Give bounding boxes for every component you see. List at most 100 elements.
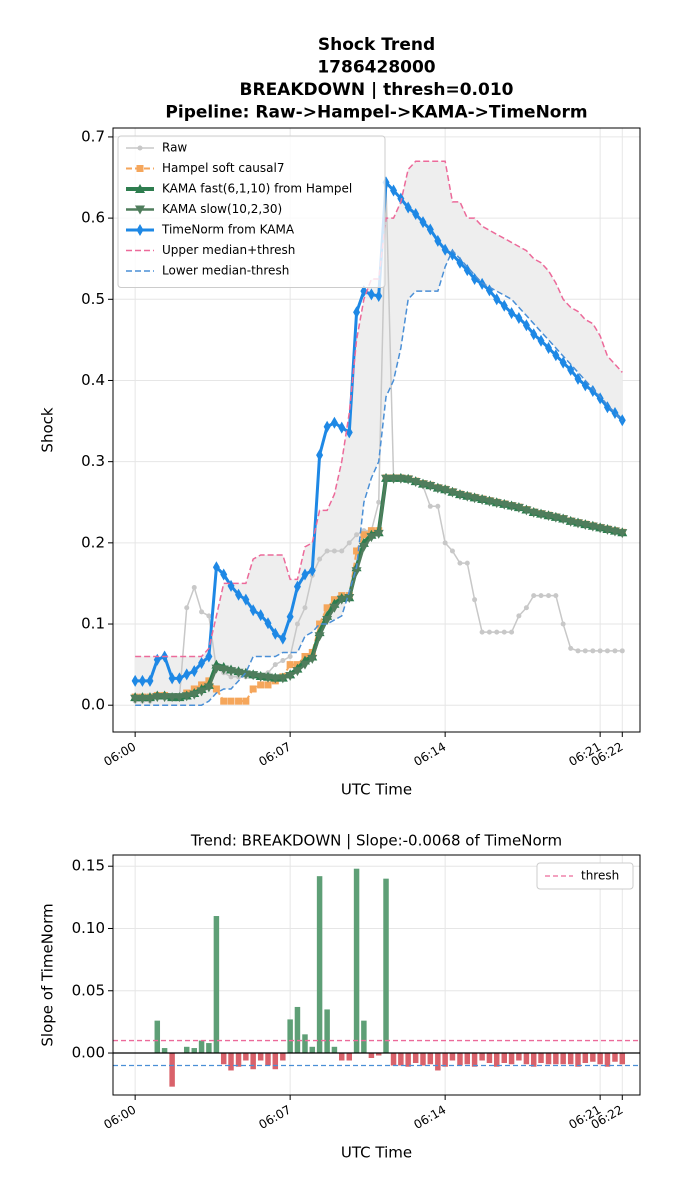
bar	[280, 1053, 286, 1061]
marker	[317, 556, 323, 562]
marker	[323, 604, 331, 612]
legend-marker	[136, 224, 144, 236]
marker	[316, 449, 324, 462]
marker	[277, 674, 288, 684]
bar	[235, 1053, 242, 1067]
marker	[263, 673, 273, 683]
chart-title: 1786428000	[317, 58, 435, 78]
legend-marker	[135, 184, 145, 193]
bar	[191, 1048, 198, 1054]
bar	[545, 1053, 552, 1065]
marker	[441, 243, 449, 256]
legend-label: Raw	[162, 141, 187, 155]
bar	[523, 1053, 530, 1065]
legend-label: thresh	[581, 869, 619, 883]
marker	[211, 664, 222, 674]
marker	[508, 307, 516, 320]
marker	[302, 605, 308, 611]
marker	[191, 584, 197, 590]
marker	[462, 492, 473, 502]
bar	[575, 1053, 581, 1067]
marker	[477, 495, 488, 505]
marker	[609, 527, 620, 537]
marker	[530, 328, 538, 341]
marker	[228, 674, 234, 680]
marker	[619, 648, 625, 654]
marker	[301, 568, 309, 581]
marker	[358, 542, 369, 552]
bar	[471, 1053, 478, 1067]
bar	[464, 1053, 471, 1065]
marker	[242, 697, 250, 705]
marker	[168, 672, 176, 685]
bar	[457, 1053, 463, 1066]
marker	[454, 490, 465, 500]
bar	[486, 1053, 493, 1063]
marker	[249, 604, 257, 617]
marker	[552, 349, 560, 362]
y-tick-label: 0.1	[81, 615, 105, 633]
bar	[294, 1006, 301, 1054]
marker	[218, 665, 229, 675]
bar	[508, 1053, 515, 1065]
legend-marker	[137, 145, 143, 151]
bar	[309, 1046, 316, 1054]
marker	[235, 588, 243, 601]
bar	[338, 1053, 345, 1061]
y-tick-label: 0.2	[81, 533, 105, 551]
marker	[286, 661, 294, 669]
bar	[479, 1053, 485, 1061]
bar	[183, 1046, 190, 1054]
legend-label: TimeNorm from KAMA	[161, 223, 295, 237]
bar	[220, 1053, 227, 1065]
marker	[597, 648, 603, 654]
marker	[198, 656, 206, 669]
marker	[484, 497, 495, 507]
y-tick-label: 0.4	[81, 371, 105, 389]
series	[135, 249, 623, 706]
marker	[137, 694, 148, 704]
marker	[491, 499, 502, 509]
bar	[243, 1053, 249, 1061]
bar	[493, 1053, 500, 1067]
marker	[425, 482, 436, 492]
x-axis-label: UTC Time	[341, 1144, 412, 1162]
marker	[516, 613, 522, 619]
marker	[360, 531, 368, 539]
marker	[183, 668, 191, 681]
marker	[538, 593, 544, 599]
x-tick-label: 06:00	[101, 740, 138, 769]
bar	[420, 1053, 426, 1066]
marker	[314, 632, 325, 642]
marker	[435, 503, 441, 509]
marker	[346, 540, 352, 546]
marker	[270, 674, 281, 684]
marker	[558, 515, 569, 525]
marker	[293, 580, 301, 593]
marker	[279, 632, 287, 645]
x-tick-label: 06:14	[411, 740, 448, 769]
y-tick-label: 0.5	[81, 290, 105, 308]
marker	[367, 288, 375, 301]
marker	[264, 617, 272, 630]
marker	[567, 363, 575, 376]
marker	[307, 654, 318, 664]
marker	[395, 474, 406, 484]
marker	[255, 672, 266, 682]
marker	[336, 595, 347, 605]
marker	[432, 484, 443, 494]
legend-box	[536, 862, 634, 890]
marker	[146, 674, 154, 687]
marker	[560, 621, 566, 627]
legend-label: Lower median-thresh	[162, 264, 289, 278]
marker	[404, 201, 412, 214]
y-tick-label: 0.3	[81, 452, 105, 470]
marker	[440, 486, 451, 496]
bar	[530, 1053, 537, 1067]
bar	[161, 1048, 168, 1054]
marker	[499, 500, 510, 510]
bar	[198, 1040, 205, 1054]
marker	[242, 593, 250, 606]
marker	[271, 627, 279, 640]
bar	[553, 1053, 559, 1065]
